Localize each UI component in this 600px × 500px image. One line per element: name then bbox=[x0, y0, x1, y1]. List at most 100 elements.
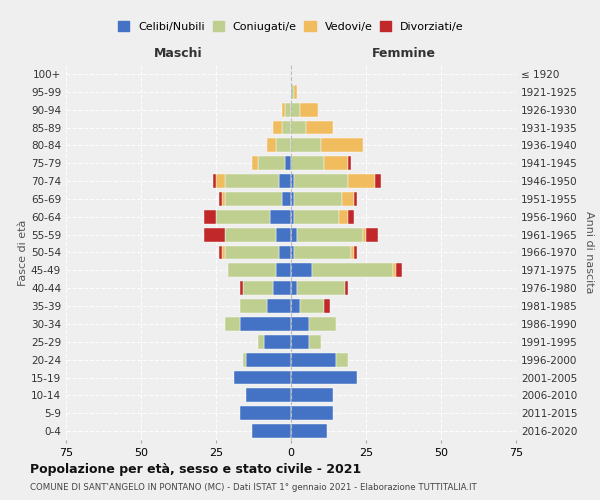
Bar bbox=[366, 228, 378, 241]
Text: COMUNE DI SANT'ANGELO IN PONTANO (MC) - Dati ISTAT 1° gennaio 2021 - Elaborazion: COMUNE DI SANT'ANGELO IN PONTANO (MC) - … bbox=[30, 484, 477, 492]
Bar bbox=[291, 424, 327, 438]
Bar bbox=[345, 281, 348, 295]
Bar bbox=[225, 192, 282, 206]
Bar bbox=[291, 299, 300, 313]
Bar bbox=[393, 264, 396, 278]
Bar bbox=[324, 299, 330, 313]
Bar bbox=[246, 352, 291, 366]
Bar bbox=[324, 156, 348, 170]
Text: Maschi: Maschi bbox=[154, 46, 203, 60]
Bar bbox=[354, 246, 357, 260]
Bar bbox=[204, 210, 216, 224]
Legend: Celibi/Nubili, Coniugati/e, Vedovi/e, Divorziati/e: Celibi/Nubili, Coniugati/e, Vedovi/e, Di… bbox=[115, 18, 467, 35]
Bar bbox=[291, 228, 297, 241]
Bar bbox=[258, 335, 264, 349]
Bar bbox=[285, 156, 291, 170]
Bar bbox=[351, 246, 354, 260]
Bar bbox=[363, 228, 366, 241]
Bar bbox=[240, 299, 267, 313]
Bar bbox=[204, 228, 225, 241]
Bar bbox=[312, 264, 393, 278]
Bar bbox=[234, 370, 291, 384]
Bar bbox=[321, 138, 363, 152]
Bar bbox=[222, 246, 225, 260]
Bar bbox=[291, 192, 294, 206]
Bar bbox=[291, 246, 294, 260]
Bar bbox=[240, 406, 291, 420]
Bar bbox=[252, 156, 258, 170]
Bar bbox=[243, 281, 273, 295]
Bar bbox=[375, 174, 381, 188]
Bar bbox=[291, 370, 357, 384]
Bar bbox=[291, 210, 294, 224]
Bar bbox=[294, 192, 342, 206]
Bar bbox=[342, 192, 354, 206]
Bar bbox=[282, 102, 285, 117]
Bar bbox=[243, 352, 246, 366]
Bar bbox=[270, 210, 291, 224]
Bar bbox=[240, 317, 291, 331]
Bar bbox=[273, 281, 291, 295]
Bar bbox=[294, 246, 351, 260]
Bar bbox=[219, 192, 222, 206]
Bar bbox=[291, 156, 324, 170]
Bar bbox=[348, 174, 375, 188]
Bar bbox=[267, 299, 291, 313]
Bar bbox=[291, 281, 297, 295]
Text: Popolazione per età, sesso e stato civile - 2021: Popolazione per età, sesso e stato civil… bbox=[30, 462, 361, 475]
Bar bbox=[297, 228, 363, 241]
Bar bbox=[348, 156, 351, 170]
Bar bbox=[276, 138, 291, 152]
Bar bbox=[309, 335, 321, 349]
Bar bbox=[348, 210, 354, 224]
Bar bbox=[240, 281, 243, 295]
Bar bbox=[396, 264, 402, 278]
Bar bbox=[216, 210, 270, 224]
Bar bbox=[294, 210, 339, 224]
Bar bbox=[339, 210, 348, 224]
Bar bbox=[291, 388, 333, 402]
Bar bbox=[225, 246, 279, 260]
Bar bbox=[300, 299, 324, 313]
Y-axis label: Fasce di età: Fasce di età bbox=[18, 220, 28, 286]
Bar bbox=[291, 138, 321, 152]
Bar bbox=[291, 335, 309, 349]
Bar bbox=[225, 174, 279, 188]
Bar bbox=[276, 264, 291, 278]
Bar bbox=[309, 317, 336, 331]
Bar bbox=[291, 85, 294, 99]
Bar bbox=[213, 174, 216, 188]
Y-axis label: Anni di nascita: Anni di nascita bbox=[584, 211, 594, 294]
Bar bbox=[291, 264, 312, 278]
Bar bbox=[225, 317, 240, 331]
Bar bbox=[273, 120, 282, 134]
Bar bbox=[306, 120, 333, 134]
Bar bbox=[285, 102, 291, 117]
Bar bbox=[291, 102, 300, 117]
Bar bbox=[282, 192, 291, 206]
Bar bbox=[291, 352, 336, 366]
Bar bbox=[279, 246, 291, 260]
Bar bbox=[291, 120, 306, 134]
Bar bbox=[336, 352, 348, 366]
Bar bbox=[222, 192, 225, 206]
Bar bbox=[276, 228, 291, 241]
Text: Femmine: Femmine bbox=[371, 46, 436, 60]
Bar bbox=[264, 335, 291, 349]
Bar bbox=[216, 174, 225, 188]
Bar bbox=[228, 264, 276, 278]
Bar bbox=[294, 85, 297, 99]
Bar bbox=[246, 388, 291, 402]
Bar bbox=[267, 138, 276, 152]
Bar bbox=[300, 102, 318, 117]
Bar bbox=[354, 192, 357, 206]
Bar bbox=[252, 424, 291, 438]
Bar bbox=[291, 406, 333, 420]
Bar bbox=[297, 281, 345, 295]
Bar bbox=[258, 156, 285, 170]
Bar bbox=[219, 246, 222, 260]
Bar bbox=[294, 174, 348, 188]
Bar bbox=[291, 317, 309, 331]
Bar bbox=[279, 174, 291, 188]
Bar bbox=[225, 228, 276, 241]
